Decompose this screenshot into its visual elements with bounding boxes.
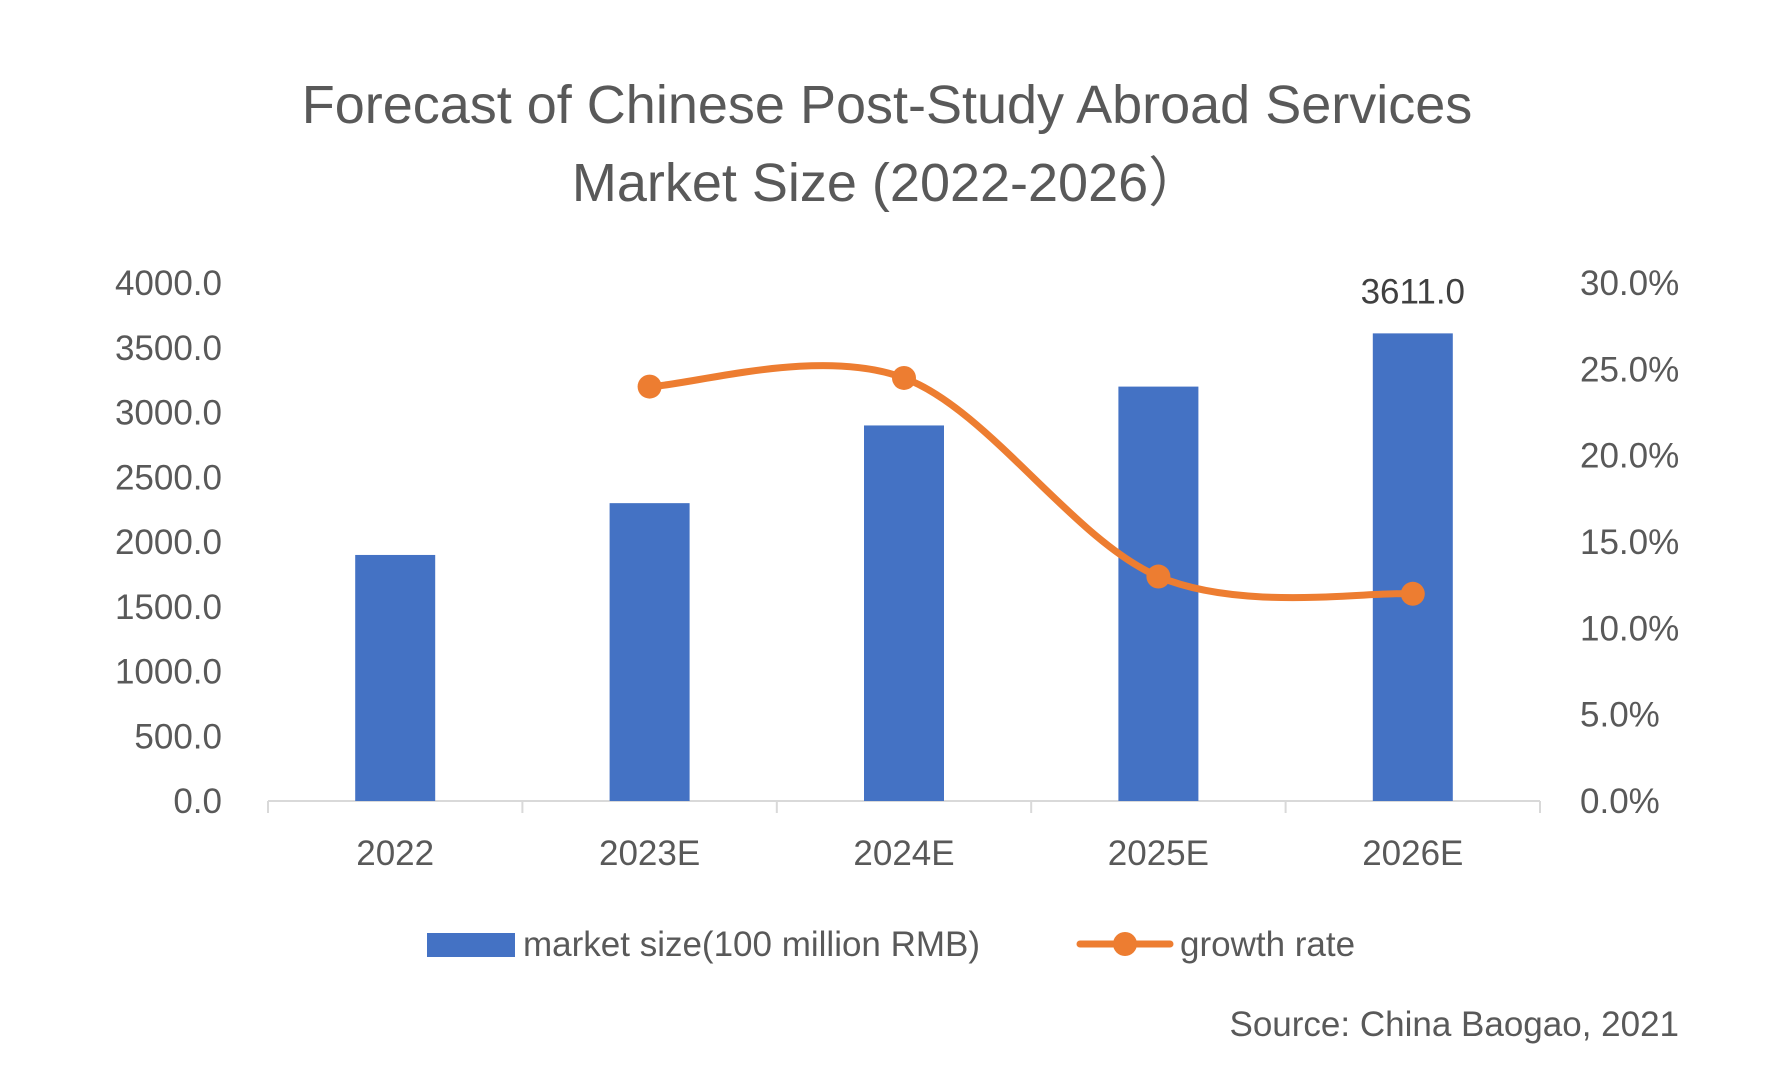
legend-line-label: growth rate xyxy=(1180,925,1355,964)
x-tick-label: 2022 xyxy=(356,834,434,873)
left-y-tick-label: 2000.0 xyxy=(115,523,222,562)
line-point-2023E xyxy=(637,374,662,399)
left-y-tick-label: 1500.0 xyxy=(115,588,222,627)
left-y-tick-label: 0.0 xyxy=(173,782,222,821)
chart-title: Forecast of Chinese Post-Study Abroad Se… xyxy=(302,75,1473,213)
left-y-tick-label: 4000.0 xyxy=(115,264,222,303)
right-y-tick-label: 5.0% xyxy=(1580,696,1660,735)
right-y-axis: 0.0% 5.0% 10.0% 15.0% 20.0% 25.0% 30.0% xyxy=(1580,264,1679,821)
x-tick-label: 2026E xyxy=(1362,834,1463,873)
left-y-tick-label: 3000.0 xyxy=(115,394,222,433)
bar-2026E xyxy=(1372,333,1453,801)
legend-bar-swatch xyxy=(427,933,515,957)
chart-title-line-2: Market Size (2022-2026） xyxy=(572,153,1202,213)
x-tick-label: 2025E xyxy=(1108,834,1209,873)
bar-series xyxy=(355,333,1453,801)
x-tick-label: 2023E xyxy=(599,834,700,873)
source-note: Source: China Baogao, 2021 xyxy=(1230,1005,1680,1044)
data-labels: 3611.0 xyxy=(1361,272,1465,311)
data-label: 3611.0 xyxy=(1361,272,1465,311)
x-axis: 2022 2023E 2024E 2025E 2026E xyxy=(267,800,1541,873)
chart-title-line-1: Forecast of Chinese Post-Study Abroad Se… xyxy=(302,75,1473,135)
right-y-tick-label: 30.0% xyxy=(1580,264,1679,303)
right-y-tick-label: 10.0% xyxy=(1580,609,1679,648)
bar-2022 xyxy=(355,554,436,801)
legend-bar-label: market size(100 million RMB) xyxy=(523,925,980,964)
growth-rate-line xyxy=(646,362,1417,602)
left-y-tick-label: 2500.0 xyxy=(115,458,222,497)
right-y-tick-label: 20.0% xyxy=(1580,437,1679,476)
bar-2023E xyxy=(609,503,690,801)
left-y-axis: 0.0 500.0 1000.0 1500.0 2000.0 2500.0 3000.0 35… xyxy=(115,264,222,821)
right-y-tick-label: 0.0% xyxy=(1580,782,1660,821)
line-series xyxy=(637,362,1425,606)
x-tick-label: 2024E xyxy=(853,834,954,873)
right-y-tick-label: 25.0% xyxy=(1580,350,1679,389)
legend-line-marker xyxy=(1113,932,1137,956)
bar-2025E xyxy=(1118,386,1199,801)
left-y-tick-label: 500.0 xyxy=(134,717,222,756)
bar-2024E xyxy=(864,425,944,801)
line-point-2024E xyxy=(892,365,916,390)
left-y-tick-label: 3500.0 xyxy=(115,329,222,368)
line-point-2025E xyxy=(1146,564,1171,589)
line-point-2026E xyxy=(1400,581,1425,606)
left-y-tick-label: 1000.0 xyxy=(115,653,222,692)
right-y-tick-label: 15.0% xyxy=(1580,523,1679,562)
legend: market size(100 million RMB) growth rate xyxy=(427,925,1355,964)
